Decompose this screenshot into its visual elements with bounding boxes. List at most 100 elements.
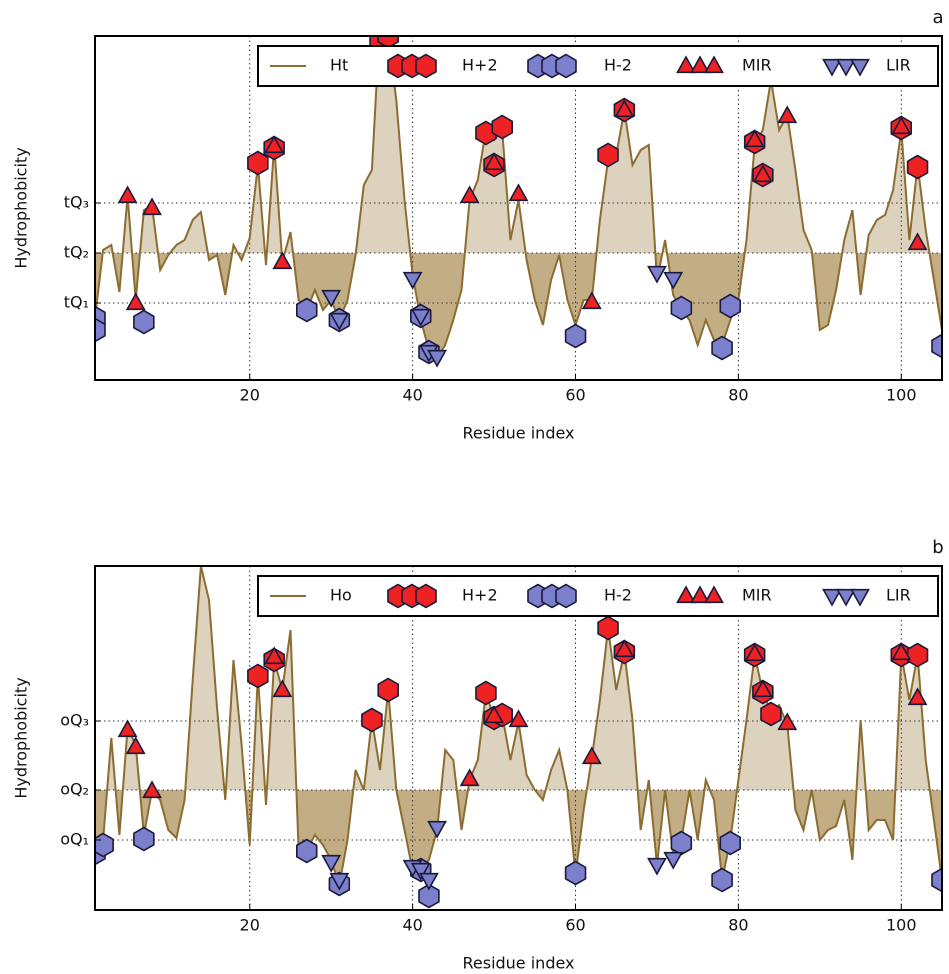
- legend-label: Ht: [330, 56, 348, 75]
- legend-label: H-2: [604, 56, 632, 75]
- legend-swatch: [690, 585, 710, 604]
- data-point: [321, 289, 342, 308]
- data-point: [484, 152, 504, 171]
- legend-swatch: [415, 583, 437, 609]
- data-point: [906, 642, 929, 668]
- data-point: [142, 197, 162, 216]
- x-tick-label: 20: [240, 916, 260, 935]
- data-point: [459, 768, 480, 787]
- x-tick-label: 40: [402, 386, 422, 405]
- legend-swatch: [676, 55, 696, 74]
- legend-swatch: [836, 58, 856, 77]
- data-point: [491, 114, 514, 140]
- data-point: [564, 323, 587, 349]
- x-tick-label: 60: [565, 916, 585, 935]
- data-point: [117, 719, 138, 738]
- legend-swatch: [704, 585, 724, 604]
- legend-swatch: [850, 588, 870, 607]
- area-above: [95, 36, 942, 253]
- data-point: [377, 677, 400, 703]
- data-point: [329, 872, 350, 891]
- data-point: [247, 663, 269, 689]
- data-point: [581, 291, 602, 310]
- data-point: [752, 164, 773, 183]
- data-point: [760, 701, 782, 727]
- legend-label: LIR: [886, 586, 911, 605]
- legend-swatch: [555, 583, 577, 609]
- data-point: [264, 135, 285, 154]
- data-point: [117, 185, 138, 204]
- data-point: [264, 646, 285, 665]
- x-tick-label: 100: [886, 916, 917, 935]
- legend-label: MIR: [742, 586, 772, 605]
- data-point: [295, 838, 318, 864]
- legend-swatch: [690, 55, 710, 74]
- data-point: [907, 232, 928, 251]
- y-tick-label: tQ₃: [64, 193, 89, 212]
- data-point: [402, 271, 423, 290]
- data-point: [663, 851, 684, 870]
- legend-label: Ho: [330, 586, 352, 605]
- area-group: [95, 566, 942, 790]
- data-point: [508, 709, 529, 728]
- data-point: [427, 820, 447, 839]
- y-tick-label: oQ₂: [60, 780, 89, 799]
- data-point: [931, 333, 942, 359]
- legend-label: H+2: [462, 56, 498, 75]
- y-tick-label: tQ₁: [64, 293, 89, 312]
- data-point: [597, 615, 619, 641]
- plot-area: [95, 566, 942, 910]
- legend-label: MIR: [742, 56, 772, 75]
- y-axis-label: Hydrophobicity: [12, 147, 31, 268]
- data-point: [663, 271, 684, 290]
- data-point: [272, 251, 293, 270]
- data-point: [744, 129, 765, 148]
- data-point: [752, 679, 773, 698]
- data-point: [564, 860, 587, 886]
- data-point: [142, 780, 162, 799]
- data-point: [744, 643, 765, 662]
- data-point: [907, 687, 928, 706]
- data-point: [95, 317, 106, 343]
- area-group: [95, 790, 942, 885]
- data-point: [670, 295, 693, 321]
- data-point: [777, 712, 798, 731]
- data-point: [906, 154, 929, 180]
- data-point: [484, 705, 504, 724]
- data-point: [410, 862, 431, 881]
- data-point: [418, 883, 440, 909]
- data-point: [321, 854, 342, 873]
- data-point: [125, 292, 146, 311]
- legend-label: H+2: [462, 586, 498, 605]
- data-point: [133, 826, 155, 852]
- data-point: [247, 150, 269, 176]
- data-point: [614, 99, 635, 118]
- data-point: [418, 872, 439, 891]
- panel-label: a: [932, 7, 943, 28]
- plot-frame: [94, 565, 943, 911]
- legend-swatch: [836, 588, 856, 607]
- x-tick-label: 80: [728, 386, 748, 405]
- panel-label: b: [932, 537, 943, 558]
- legend-label: H-2: [604, 586, 632, 605]
- data-point: [614, 639, 635, 658]
- legend-box: [257, 45, 939, 87]
- y-tick-label: oQ₁: [60, 830, 89, 849]
- data-point: [711, 335, 733, 361]
- data-point: [295, 297, 318, 323]
- area-below: [95, 790, 942, 885]
- y-axis-label: Hydrophobicity: [12, 677, 31, 798]
- x-tick-label: 80: [728, 916, 748, 935]
- data-point: [719, 293, 742, 319]
- area-group: [95, 253, 942, 358]
- data-point: [711, 867, 733, 893]
- data-point: [581, 746, 602, 765]
- data-point: [133, 309, 155, 335]
- x-axis-label: Residue index: [462, 424, 574, 443]
- data-point: [475, 680, 497, 706]
- data-point: [647, 857, 667, 876]
- legend-box: [257, 575, 939, 617]
- data-point: [891, 116, 912, 135]
- x-tick-label: 20: [240, 386, 260, 405]
